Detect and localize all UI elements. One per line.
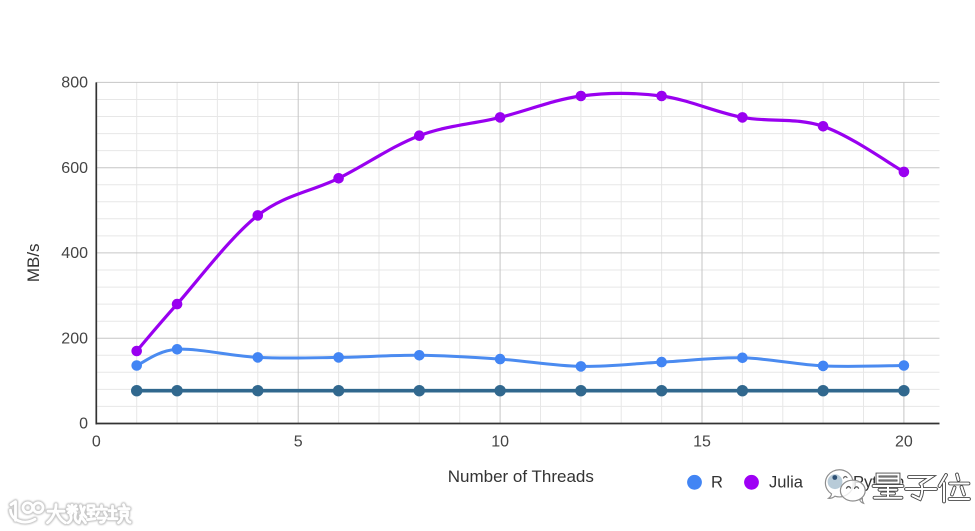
svg-text:0: 0: [79, 416, 88, 433]
svg-text:800: 800: [61, 75, 88, 92]
svg-text:R: R: [711, 474, 723, 492]
svg-text:Julia: Julia: [769, 474, 804, 492]
svg-text:20: 20: [895, 434, 913, 451]
svg-text:600: 600: [61, 160, 88, 177]
svg-text:10: 10: [491, 434, 509, 451]
svg-text:15: 15: [693, 434, 711, 451]
svg-text:MB/s: MB/s: [24, 243, 43, 282]
svg-text:5: 5: [294, 434, 303, 451]
svg-text:Number of Threads: Number of Threads: [448, 467, 594, 486]
svg-text:400: 400: [61, 245, 88, 262]
svg-text:200: 200: [61, 330, 88, 347]
svg-text:0: 0: [92, 434, 101, 451]
